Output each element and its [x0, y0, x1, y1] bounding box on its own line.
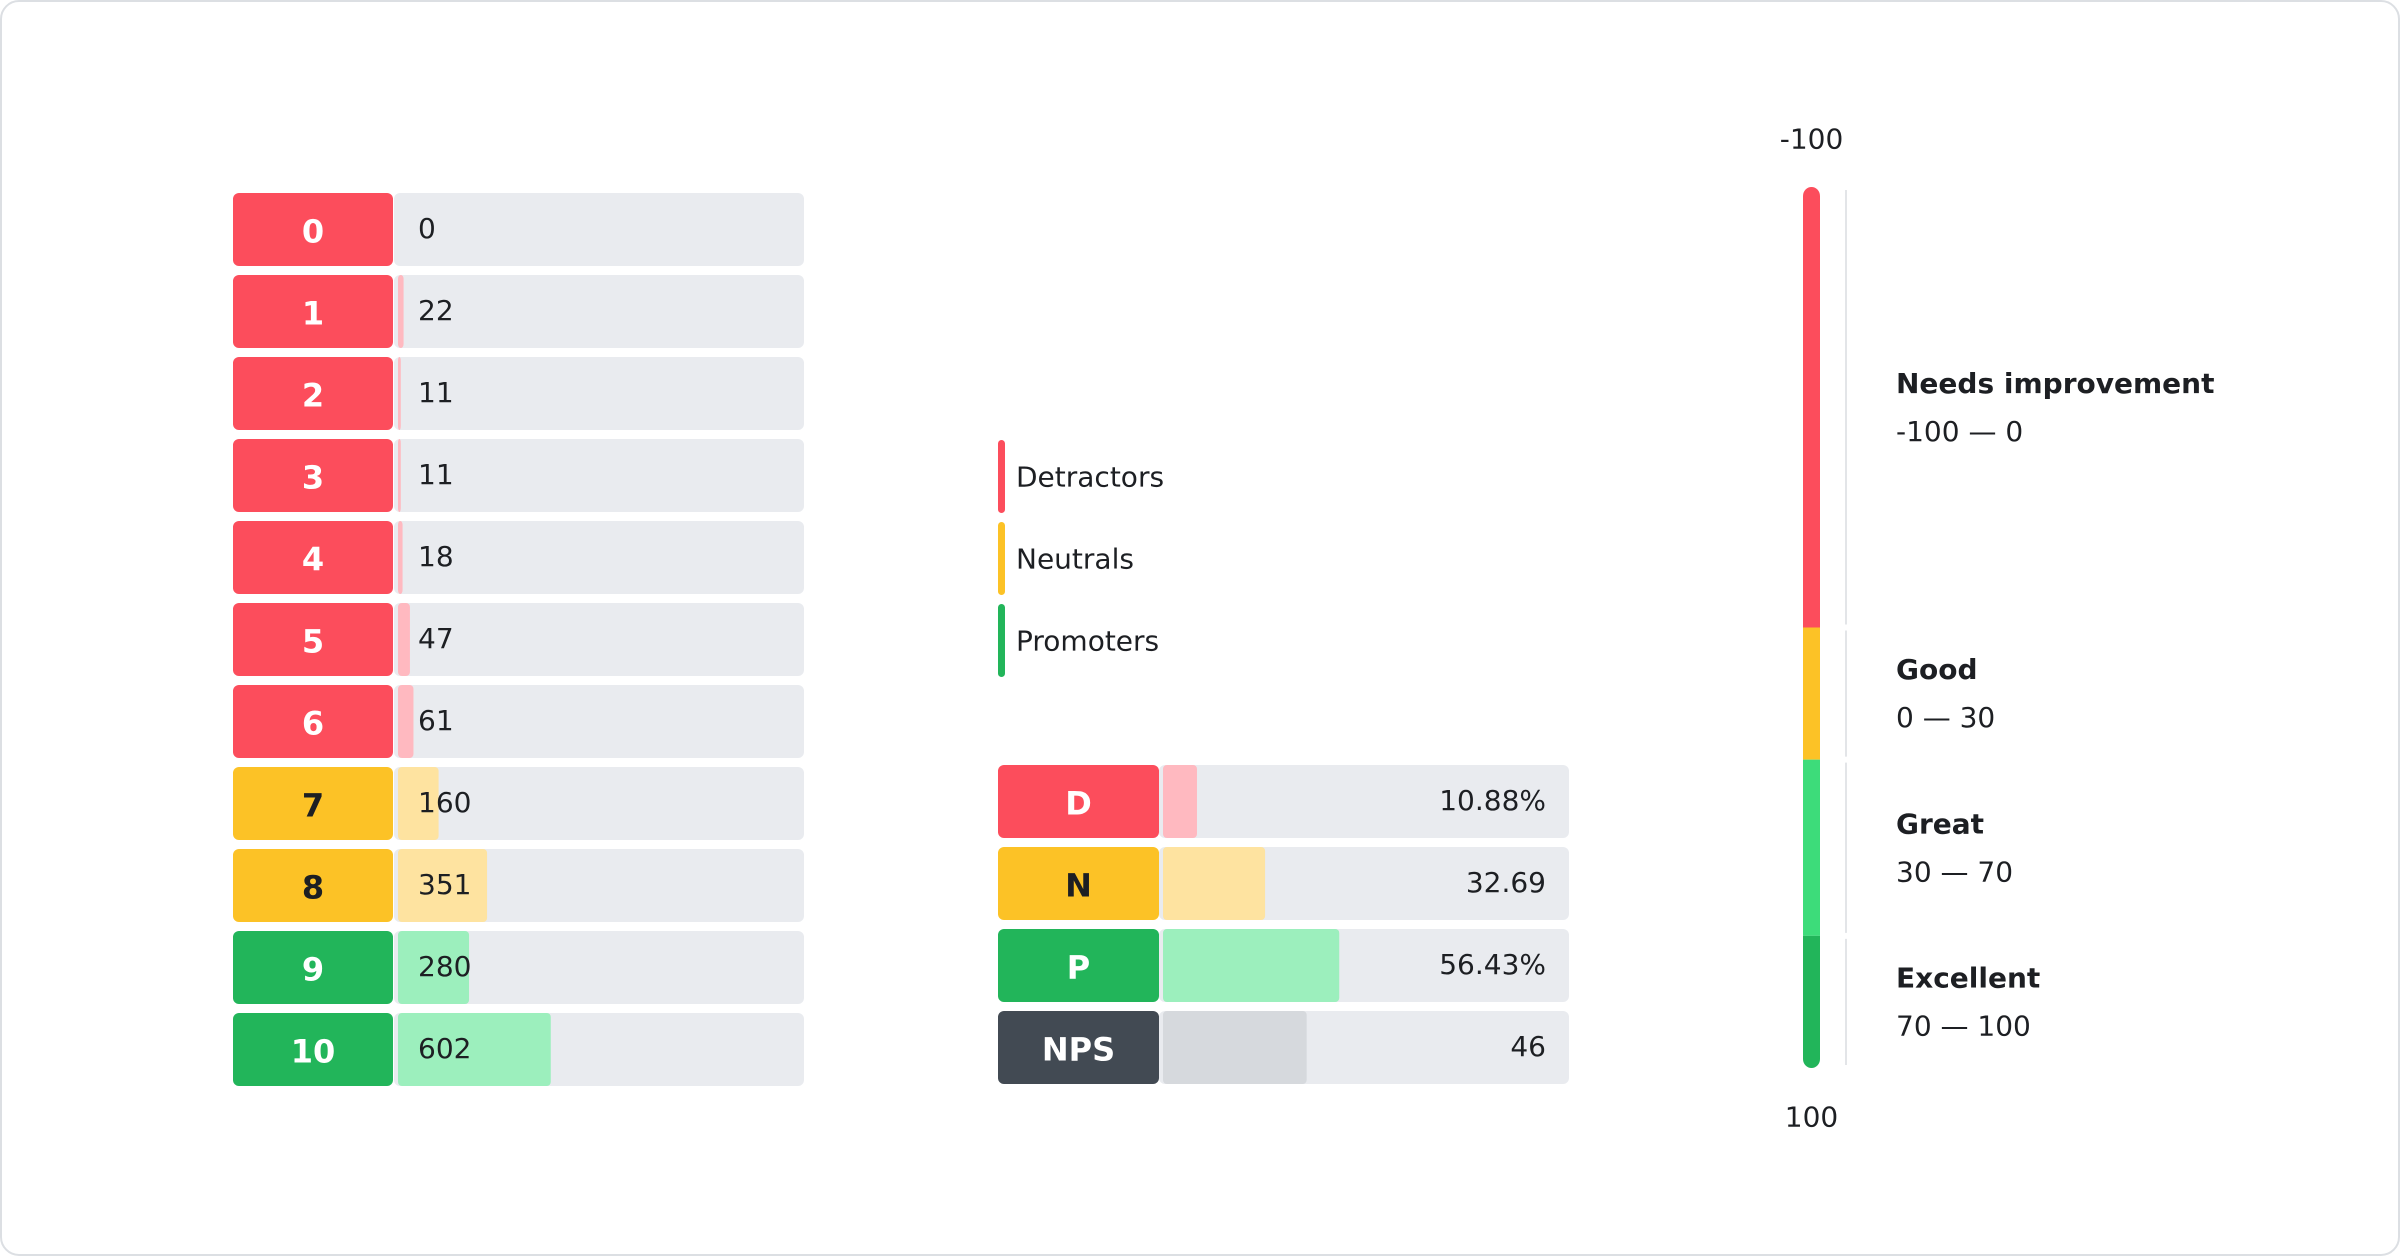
band-name: Excellent	[1896, 961, 2040, 994]
value-label: 11	[418, 376, 454, 409]
category-label: 3	[302, 459, 324, 497]
bar	[398, 849, 488, 922]
category-label: 2	[302, 377, 324, 415]
bar	[1163, 765, 1197, 838]
bar	[398, 931, 470, 1004]
category-label: 0	[302, 213, 324, 251]
bar	[398, 439, 401, 512]
band-range: 70 — 100	[1896, 1009, 2031, 1042]
row-track	[394, 275, 804, 348]
row-track	[394, 193, 804, 266]
category-label: D	[1065, 785, 1092, 823]
scale-band	[1803, 187, 1820, 628]
category-box	[233, 1013, 393, 1086]
value-label: 46	[1510, 1030, 1546, 1063]
row-track	[394, 603, 804, 676]
category-box	[233, 275, 393, 348]
row-track	[394, 521, 804, 594]
value-label: 280	[418, 950, 471, 983]
value-label: 56.43%	[1439, 948, 1546, 981]
band-name: Great	[1896, 807, 1984, 840]
row-track	[394, 931, 804, 1004]
category-box	[233, 685, 393, 758]
category-box	[233, 439, 393, 512]
value-label: 10.88%	[1439, 784, 1546, 817]
row-track	[394, 439, 804, 512]
scale-tick-label: -100	[1780, 123, 1844, 156]
bar	[398, 767, 439, 840]
value-label: 0	[418, 212, 436, 245]
value-label: 11	[418, 458, 454, 491]
band-range: 0 — 30	[1896, 701, 1995, 734]
band-range: 30 — 70	[1896, 855, 2013, 888]
category-label: 6	[302, 705, 324, 743]
legend-swatch	[998, 440, 1005, 513]
scale-tick-label: 100	[1785, 1101, 1838, 1134]
value-label: 47	[418, 622, 454, 655]
value-label: 160	[418, 786, 471, 819]
bar	[398, 357, 401, 430]
category-box	[998, 765, 1159, 838]
category-box	[998, 929, 1159, 1002]
category-box	[233, 193, 393, 266]
category-box	[998, 847, 1159, 920]
category-box	[233, 849, 393, 922]
row-track	[394, 767, 804, 840]
row-track	[1159, 765, 1569, 838]
category-label: 10	[291, 1033, 336, 1071]
category-box	[998, 1011, 1159, 1084]
value-label: 602	[418, 1032, 471, 1065]
category-label: 7	[302, 787, 324, 825]
category-box	[233, 603, 393, 676]
legend-label: Detractors	[1016, 461, 1164, 494]
legend-swatch	[998, 522, 1005, 595]
bar	[1163, 929, 1340, 1002]
value-label: 22	[418, 294, 454, 327]
value-label: 32.69	[1466, 866, 1546, 899]
category-box	[233, 767, 393, 840]
category-label: 4	[302, 541, 324, 579]
category-label: 9	[302, 951, 324, 989]
category-label: 1	[302, 295, 324, 333]
band-name: Needs improvement	[1896, 367, 2214, 400]
bar	[398, 603, 410, 676]
category-box	[233, 521, 393, 594]
legend-label: Neutrals	[1016, 543, 1134, 576]
band-name: Good	[1896, 653, 1978, 686]
value-label: 61	[418, 704, 454, 737]
bar	[398, 685, 414, 758]
category-label: N	[1065, 867, 1092, 905]
scale-band	[1803, 935, 1820, 1068]
bar	[398, 521, 403, 594]
category-box	[233, 931, 393, 1004]
bar	[1163, 847, 1266, 920]
scale-band	[1803, 627, 1820, 760]
row-track	[394, 685, 804, 758]
value-label: 351	[418, 868, 471, 901]
category-label: NPS	[1042, 1031, 1115, 1069]
bar	[398, 1013, 551, 1086]
category-label: 5	[302, 623, 324, 661]
category-label: P	[1067, 949, 1090, 987]
row-track	[394, 849, 804, 922]
value-label: 18	[418, 540, 454, 573]
legend-swatch	[998, 604, 1005, 677]
row-track	[394, 357, 804, 430]
band-range: -100 — 0	[1896, 415, 2023, 448]
scale-band	[1803, 759, 1820, 936]
category-label: 8	[302, 869, 324, 907]
bar	[398, 275, 404, 348]
bar	[1163, 1011, 1307, 1084]
legend-label: Promoters	[1016, 625, 1159, 658]
category-box	[233, 357, 393, 430]
